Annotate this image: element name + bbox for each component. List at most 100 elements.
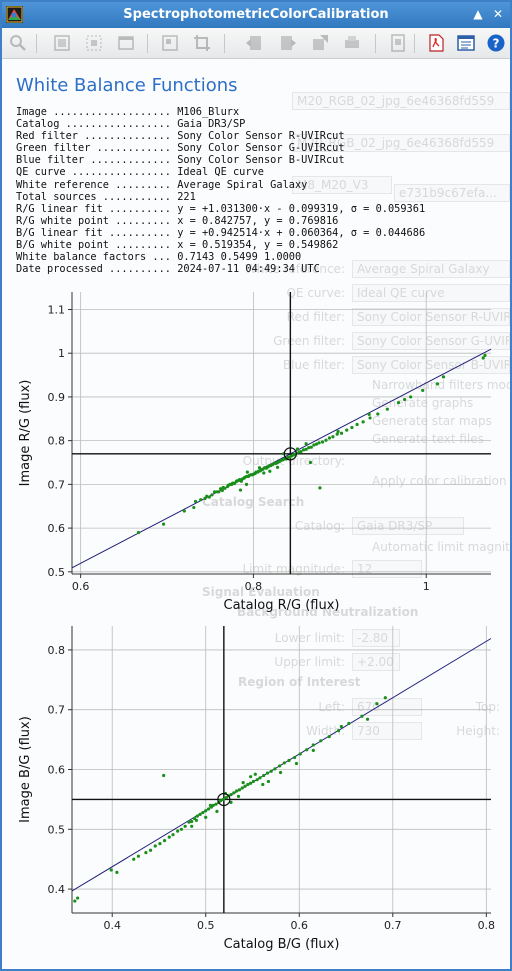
data-point <box>245 470 249 474</box>
data-point <box>257 466 262 470</box>
document-icon[interactable] <box>388 33 408 53</box>
data-point <box>262 471 266 475</box>
app-icon <box>6 6 23 23</box>
data-point <box>199 498 203 502</box>
data-point <box>132 857 136 861</box>
window-icon[interactable] <box>116 33 136 53</box>
y-tick-label: 0.4 <box>48 883 66 896</box>
data-point <box>215 809 219 813</box>
report-value: 221 <box>177 190 196 203</box>
data-point <box>109 868 113 872</box>
print-icon[interactable] <box>342 33 362 53</box>
data-point <box>265 771 270 775</box>
fit-line <box>71 638 492 892</box>
data-point <box>211 803 215 807</box>
x-tick-label: 0.7 <box>384 919 402 932</box>
data-point <box>219 798 223 803</box>
data-point <box>483 353 487 357</box>
data-point <box>312 443 316 447</box>
data-point <box>278 770 283 775</box>
crop-icon[interactable] <box>192 33 212 53</box>
back-icon[interactable] <box>244 33 264 53</box>
data-point <box>304 447 308 451</box>
window-title: SpectrophotometricColorCalibration <box>123 7 389 22</box>
frame-icon[interactable] <box>160 33 180 53</box>
shade-button[interactable]: ▲ <box>473 7 483 21</box>
data-point <box>317 441 321 445</box>
data-point <box>308 460 313 465</box>
data-point <box>368 416 372 420</box>
report-value: Ideal QE curve <box>177 166 264 179</box>
help-icon[interactable]: ? <box>486 33 506 53</box>
data-point <box>339 431 344 435</box>
zoom-icon[interactable] <box>8 33 28 53</box>
data-point <box>236 794 241 799</box>
report-line: R/G linear fit .......... y = +1.031300·… <box>16 203 486 215</box>
report-line: Total sources ........... 221 <box>16 191 486 203</box>
data-point <box>301 448 306 452</box>
data-point <box>304 442 308 446</box>
x-tick-label: 0.6 <box>72 580 90 593</box>
y-tick-label: 0.8 <box>48 644 66 657</box>
data-point <box>144 851 148 855</box>
data-point <box>311 748 315 752</box>
data-point <box>375 702 379 706</box>
report-label: Total sources ........... <box>16 190 171 203</box>
data-point <box>179 827 184 831</box>
data-point <box>229 800 233 804</box>
data-point <box>190 819 194 824</box>
data-point <box>383 696 387 700</box>
data-point <box>214 802 218 806</box>
data-point <box>162 773 166 778</box>
data-point <box>210 493 214 497</box>
data-point <box>208 803 213 807</box>
data-point <box>421 388 425 392</box>
report-label: QE curve ................ <box>16 166 171 179</box>
rg-scatter-plot: 0.6 0.8 1 0.5 0.6 0.7 0.8 0.9 1 1.1 Catalog R/G (f… <box>2 289 510 621</box>
data-point <box>441 375 446 379</box>
data-point <box>205 494 209 498</box>
data-point <box>206 807 211 811</box>
close-button[interactable]: ✕ <box>492 7 504 21</box>
data-point <box>237 788 242 792</box>
data-point <box>158 842 162 846</box>
data-point <box>261 782 265 787</box>
data-point <box>327 436 332 440</box>
data-point <box>253 772 257 776</box>
data-point <box>314 442 319 446</box>
y-tick-label: 0.6 <box>48 522 66 535</box>
data-point <box>201 810 205 815</box>
data-point <box>396 401 401 405</box>
data-point <box>244 482 249 486</box>
data-point <box>360 714 364 718</box>
data-point <box>365 717 370 721</box>
export-icon[interactable] <box>310 33 330 53</box>
svg-text:?: ? <box>493 37 500 51</box>
report-text: Image ................... M106_Blurx Cata… <box>16 106 486 275</box>
report-value: M106_Blurx <box>177 106 240 118</box>
report-line: Catalog ................. Gaia DR3/SP <box>16 118 486 130</box>
data-point <box>217 490 221 494</box>
data-point <box>220 488 224 493</box>
data-point <box>376 412 380 416</box>
data-point <box>162 839 167 843</box>
data-point <box>262 773 266 778</box>
contents-icon[interactable] <box>456 33 476 53</box>
y-tick-label: 0.5 <box>48 566 66 579</box>
report-value: y = +0.942514·x + 0.060364, σ = 0.044686 <box>177 226 426 239</box>
report-value: Gaia DR3/SP <box>177 118 246 131</box>
x-tick-label: 0.4 <box>103 919 121 932</box>
report-line: Green filter ............ Sony Color Sen… <box>16 142 486 154</box>
forward-icon[interactable] <box>278 33 298 53</box>
data-point <box>235 789 239 793</box>
y-tick-label: 0.9 <box>48 391 66 404</box>
report-label: Catalog ................. <box>16 118 171 131</box>
data-point <box>320 440 325 444</box>
data-point <box>336 429 340 434</box>
pdf-icon[interactable] <box>426 33 446 53</box>
data-point <box>167 835 171 839</box>
title-bar[interactable]: SpectrophotometricColorCalibration ▲ ✕ <box>2 2 510 28</box>
fit-zoom-icon[interactable] <box>52 33 72 53</box>
selection-zoom-icon[interactable] <box>84 33 104 53</box>
data-point <box>136 530 141 535</box>
